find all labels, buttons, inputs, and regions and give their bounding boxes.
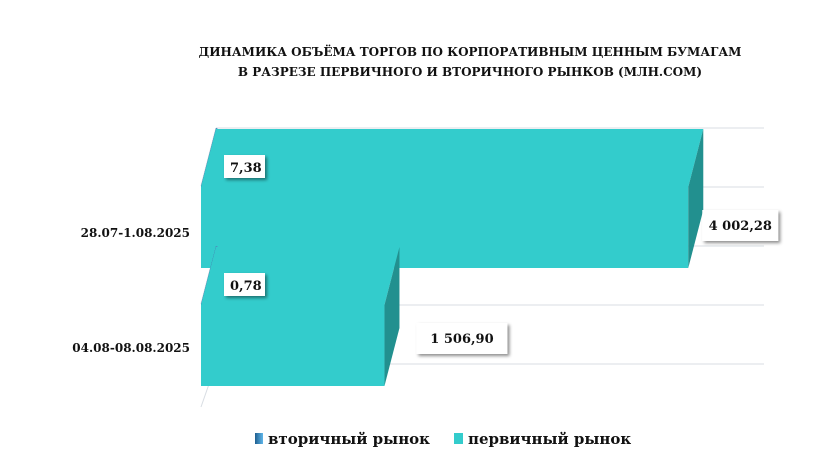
category-label: 28.07-1.08.2025 <box>81 226 190 240</box>
chart-title-line-2: В РАЗРЕЗЕ ПЕРВИЧНОГО И ВТОРИЧНОГО РЫНКОВ… <box>238 65 702 79</box>
data-label-box <box>224 155 265 178</box>
bar-primary <box>201 305 385 386</box>
legend-swatch-secondary <box>255 433 263 444</box>
legend: вторичный рынок первичный рынок <box>255 430 631 448</box>
data-label-text: 4 002,28 <box>709 219 772 234</box>
data-label-primary: 1 506,90 <box>416 323 508 354</box>
bar-primary-top <box>201 129 704 187</box>
bar-primary-end <box>688 129 704 268</box>
bars <box>201 128 704 386</box>
legend-label-primary: первичный рынок <box>468 430 631 448</box>
legend-label-secondary: вторичный рынок <box>268 430 430 448</box>
category-label: 04.08-08.08.2025 <box>72 341 190 355</box>
data-label-secondary: 0,78 <box>224 273 265 296</box>
data-label-box <box>224 273 265 296</box>
chart-title: ДИНАМИКА ОБЪЁМА ТОРГОВ ПО КОРПОРАТИВНЫМ … <box>199 44 742 79</box>
category-labels: 28.07-1.08.2025 04.08-08.08.2025 <box>72 226 190 355</box>
legend-swatch-primary <box>454 433 463 444</box>
data-label-box <box>702 210 779 241</box>
chart-title-line-1: ДИНАМИКА ОБЪЁМА ТОРГОВ ПО КОРПОРАТИВНЫМ … <box>199 44 742 59</box>
data-label-primary: 4 002,28 <box>702 210 779 241</box>
data-label-text: 7,38 <box>230 161 262 176</box>
data-label-box <box>416 323 508 354</box>
bar-primary-end <box>384 247 400 386</box>
data-label-text: 1 506,90 <box>430 332 493 347</box>
data-label-secondary: 7,38 <box>224 155 265 178</box>
data-labels: 7,38 4 002,28 0,78 1 506,90 <box>224 155 779 354</box>
data-label-text: 0,78 <box>230 279 262 294</box>
legend-item-primary: первичный рынок <box>454 430 631 448</box>
legend-item-secondary: вторичный рынок <box>255 430 430 448</box>
